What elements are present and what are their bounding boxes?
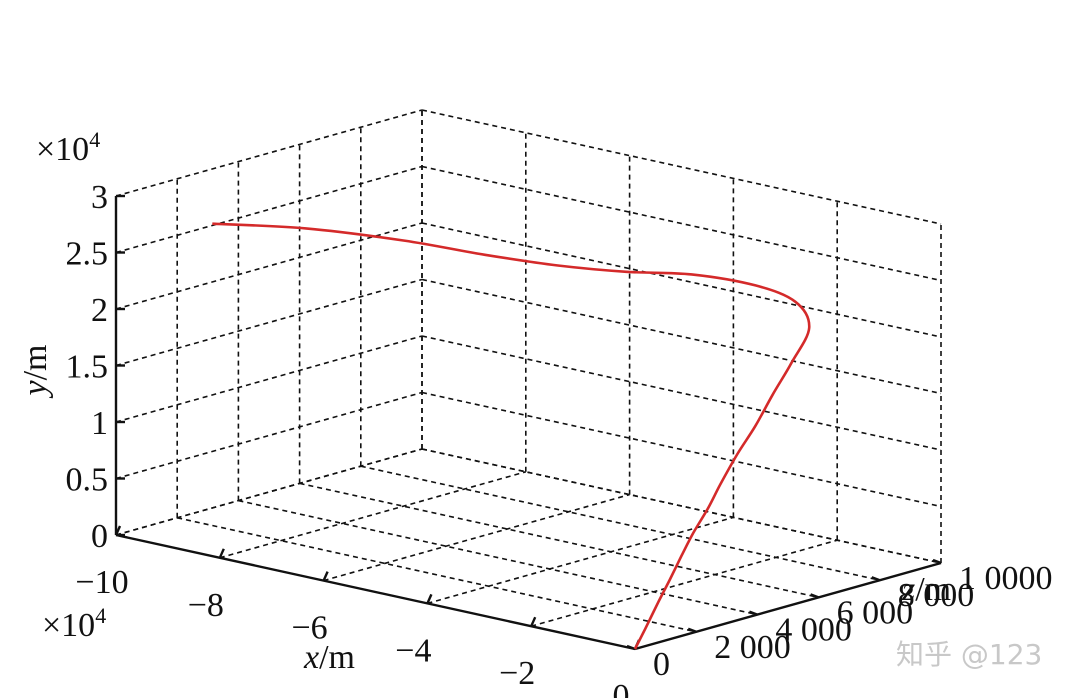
grid-line-back-y	[421, 278, 942, 395]
x-tick	[114, 525, 122, 536]
y-axis-title: y/m	[17, 345, 54, 399]
z-tick	[748, 610, 758, 616]
z-axis-title: z/m	[901, 571, 951, 608]
x-axis-multiplier: ×104	[42, 603, 106, 644]
grid-line-back-y	[421, 448, 942, 564]
grid-line-side-y	[115, 335, 423, 423]
y-tick-label: 3	[91, 179, 108, 216]
z-tick-label: 4 000	[775, 612, 852, 649]
x-tick	[218, 548, 225, 559]
x-tick-label: 0	[613, 678, 630, 698]
grid-line-floor-z	[299, 482, 819, 599]
grid-line-back-y	[421, 391, 942, 508]
x-tick	[322, 571, 329, 582]
z-tick-label: 1 0000	[959, 560, 1053, 597]
grid-line-floor-z	[360, 465, 880, 581]
z-axis-line	[634, 561, 942, 651]
grid	[115, 109, 942, 650]
labels: ×104 ×104 y/m x/m z/m 知乎 @123	[17, 127, 1042, 676]
grid-line-side-y	[115, 109, 423, 197]
z-tick	[626, 644, 636, 651]
grid-line-floor-z	[177, 517, 697, 633]
grid-line-side-y	[115, 391, 423, 480]
y-tick-label: 0.5	[66, 462, 109, 499]
y-tick-label: 2.5	[66, 236, 109, 273]
x-tick	[530, 616, 537, 627]
x-tick-label: −6	[292, 610, 328, 647]
x-axis-line	[115, 533, 636, 651]
grid-line-side-y	[115, 448, 423, 536]
series-layer	[212, 222, 811, 650]
y-tick-label: 0	[91, 518, 108, 555]
grid-line-back-y	[421, 222, 942, 338]
z-tick	[871, 576, 881, 582]
z-tick-label: 6 000	[837, 594, 914, 631]
z-tick-label: 8 000	[898, 577, 975, 614]
grid-line-floor-x	[530, 539, 838, 627]
z-tick-label: 2 000	[714, 629, 791, 666]
z-tick	[687, 627, 697, 633]
x-tick-label: −10	[75, 564, 128, 601]
x-tick-label: −8	[188, 587, 224, 624]
grid-line-floor-x	[323, 493, 630, 582]
y-tick-label: 1.5	[66, 349, 109, 386]
grid-line-side-y	[115, 222, 423, 310]
x-axis-title: x/m	[303, 639, 355, 676]
grid-line-floor-x	[427, 516, 734, 605]
grid-line-side-y	[115, 165, 423, 254]
grid-line-floor-z	[238, 499, 758, 616]
z-tick	[810, 593, 820, 599]
grid-line-back-y	[421, 335, 942, 451]
grid-line-floor-x	[219, 471, 527, 559]
watermark: 知乎 @123	[896, 638, 1042, 671]
z-tick-label: 0	[653, 646, 670, 683]
grid-line-back-y	[421, 109, 942, 225]
y-axis-multiplier: ×104	[36, 127, 100, 168]
y-tick-label: 1	[91, 405, 108, 442]
grid-line-side-y	[115, 278, 423, 367]
z-tick	[932, 558, 942, 565]
x-tick-label: −4	[395, 632, 431, 669]
y-tick-label: 2	[91, 292, 108, 329]
grid-line-back-y	[421, 165, 942, 282]
x-tick-label: −2	[499, 655, 535, 692]
x-tick	[426, 593, 433, 604]
series-line-trajectory	[212, 222, 811, 650]
